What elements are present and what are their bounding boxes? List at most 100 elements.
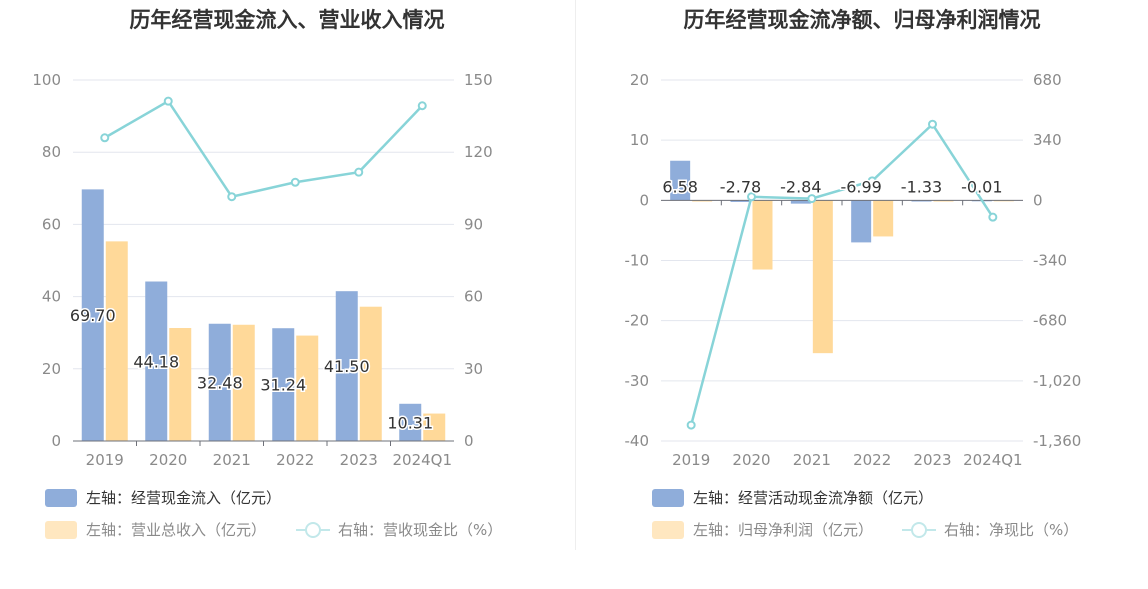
legend-label: 左轴：经营现金流入（亿元） (86, 489, 282, 507)
legend-item-net-cash-flow[interactable]: 左轴：经营活动现金流净额（亿元） (652, 487, 933, 508)
legend-line-swatch (902, 521, 936, 539)
line-point (417, 101, 427, 111)
right-axis-tick-label: 680 (1033, 71, 1062, 89)
left-axis-tick-label: 80 (42, 143, 61, 161)
left-axis-tick-label: 10 (630, 131, 649, 149)
line-point (354, 167, 364, 177)
data-label: -2.78 (720, 177, 761, 196)
legend-label: 左轴：营业总收入（亿元） (86, 521, 267, 539)
bar (911, 200, 932, 202)
legend-item-net-cash-ratio[interactable]: 右轴：净现比（%） (902, 519, 1078, 540)
right-axis-tick-label: -340 (1033, 252, 1067, 270)
bar (105, 241, 128, 441)
x-axis-tick-label: 2020 (732, 451, 770, 469)
bar (692, 200, 713, 202)
line-point (747, 192, 756, 202)
chart-svg: 0 0 20 30 40 60 60 90 80 120 100 150 2019 2020 2021 202… (32, 71, 493, 469)
left-axis-tick-label: 60 (42, 215, 61, 233)
bar (296, 335, 319, 441)
bar (933, 200, 954, 202)
data-label: -2.84 (780, 177, 821, 196)
left-axis-tick-label: 100 (32, 71, 61, 89)
bar (399, 403, 422, 441)
chart-title: 历年经营现金流入、营业收入情况 (129, 8, 445, 32)
bar (670, 160, 691, 201)
bar (423, 413, 446, 441)
legend-swatch (652, 488, 684, 507)
data-label: 10.31 (387, 413, 433, 432)
left-axis-tick-label: 20 (42, 360, 61, 378)
line-point (686, 420, 696, 430)
bar (232, 324, 255, 441)
bar (730, 200, 751, 202)
left-axis-tick-label: -10 (625, 252, 650, 270)
legend-item-cash-inflow[interactable]: 左轴：经营现金流入（亿元） (45, 487, 281, 508)
right-axis-tick-label: 120 (464, 143, 493, 161)
right-axis-tick-label: -680 (1033, 312, 1067, 330)
right-axis-tick-label: 30 (464, 360, 483, 378)
line-point (867, 176, 877, 186)
chart-svg: -40 -1,360 -30 -1,020 -20 -680 -10 -340 0 0 10 340 2… (625, 71, 1082, 469)
legend-label: 右轴：净现比（%） (944, 521, 1079, 539)
line-point (290, 177, 300, 187)
data-label: -0.01 (961, 177, 1002, 196)
right-axis-tick-label: 60 (464, 288, 483, 306)
x-axis-tick-label: 2022 (853, 451, 891, 469)
legend-label: 左轴：归母净利润（亿元） (693, 521, 874, 539)
right-axis-tick-label: 0 (1033, 191, 1043, 209)
legend-item-revenue[interactable]: 左轴：营业总收入（亿元） (45, 519, 266, 540)
left-axis-tick-label: 20 (630, 71, 649, 89)
bar (169, 328, 192, 441)
bar (790, 200, 811, 204)
left-axis-tick-label: 0 (639, 191, 649, 209)
data-label: 32.48 (197, 373, 243, 392)
bar (812, 200, 833, 354)
legend-swatch (652, 520, 684, 539)
bar (851, 200, 872, 243)
bar (81, 189, 104, 441)
line-series (689, 122, 994, 426)
left-axis-tick-label: -20 (625, 312, 650, 330)
x-axis-tick-label: 2023 (913, 451, 951, 469)
line-point (988, 212, 998, 222)
bar (272, 328, 295, 441)
data-label: 69.70 (70, 306, 116, 325)
data-label: -1.33 (901, 177, 942, 196)
line-point (928, 119, 937, 129)
data-label: -6.99 (840, 177, 881, 196)
right-axis-tick-label: 340 (1033, 131, 1062, 149)
left-axis-tick-label: 40 (42, 288, 61, 306)
left-axis-tick-label: -30 (625, 372, 650, 390)
panel-divider (575, 0, 576, 550)
right-axis-tick-label: -1,360 (1033, 432, 1081, 450)
bar (335, 291, 358, 441)
legend-item-cash-ratio[interactable]: 右轴：营收现金比（%） (296, 519, 502, 540)
x-axis-tick-label: 2019 (86, 451, 124, 469)
x-axis-tick-label: 2024Q1 (392, 451, 452, 469)
right-axis-tick-label: 150 (464, 71, 493, 89)
line-point (100, 133, 110, 143)
chart-title: 历年经营现金流净额、归母净利润情况 (683, 8, 1041, 32)
legend-label: 右轴：营收现金比（%） (338, 521, 503, 539)
chart-panel-left: 历年经营现金流入、营业收入情况 0 0 20 30 40 60 60 90 80 120 100 15… (32, 8, 502, 540)
legend-item-net-profit[interactable]: 左轴：归母净利润（亿元） (652, 519, 873, 540)
bar (145, 281, 168, 441)
bar (873, 200, 894, 237)
left-axis-tick-label: 0 (51, 432, 61, 450)
x-axis-tick-label: 2021 (213, 451, 251, 469)
x-axis-tick-label: 2021 (793, 451, 831, 469)
right-axis-tick-label: -1,020 (1033, 372, 1081, 390)
legend-line-swatch (296, 521, 330, 539)
line-point (163, 96, 173, 106)
right-axis-tick-label: 0 (464, 432, 474, 450)
bar (752, 200, 773, 270)
legend-label: 左轴：经营活动现金流净额（亿元） (693, 489, 934, 507)
data-label: 31.24 (260, 376, 306, 395)
legend-swatch (45, 520, 77, 539)
line-point (227, 192, 237, 202)
legend-swatch (45, 488, 77, 507)
line-point (807, 194, 817, 204)
bar (208, 323, 231, 441)
bar (359, 306, 382, 441)
x-axis-tick-label: 2023 (340, 451, 378, 469)
